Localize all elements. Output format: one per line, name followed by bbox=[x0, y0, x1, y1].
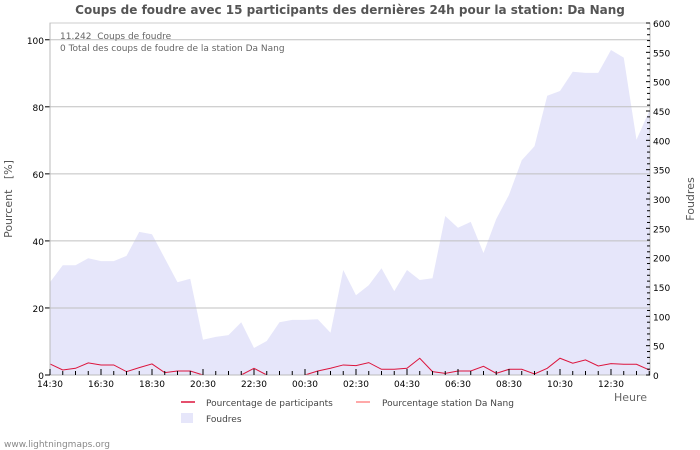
foudres-area bbox=[50, 49, 650, 376]
y-right-tick-label: 100 bbox=[653, 313, 670, 323]
x-tick-label: 16:30 bbox=[88, 380, 114, 390]
y-axis-left-label: Pourcent [%] bbox=[2, 160, 15, 238]
x-tick-label: 06:30 bbox=[445, 380, 471, 390]
y-right-tick-label: 550 bbox=[653, 49, 670, 59]
y-right-tick-label: 200 bbox=[653, 255, 670, 265]
y-right-tick-label: 0 bbox=[653, 372, 659, 382]
chart-title: Coups de foudre avec 15 participants des… bbox=[75, 3, 625, 17]
x-tick-label: 18:30 bbox=[139, 380, 165, 390]
x-tick-label: 22:30 bbox=[241, 380, 267, 390]
x-tick-label: 14:30 bbox=[37, 380, 63, 390]
info-strikes: 11.242 Coups de foudre bbox=[60, 32, 172, 42]
y-right-tick-label: 600 bbox=[653, 20, 670, 30]
legend: Pourcentage de participants Pourcentage … bbox=[181, 399, 514, 425]
y-right-tick-label: 450 bbox=[653, 108, 670, 118]
legend-foudres: Foudres bbox=[206, 415, 242, 425]
y-left-tick-label: 40 bbox=[33, 238, 45, 248]
y-right-tick-label: 500 bbox=[653, 79, 670, 89]
y-right-tick-label: 150 bbox=[653, 284, 670, 294]
y-right-tick-label: 300 bbox=[653, 196, 670, 206]
y-right-tick-label: 250 bbox=[653, 225, 670, 235]
x-tick-label: 20:30 bbox=[190, 380, 216, 390]
legend-foudres-swatch bbox=[181, 413, 193, 423]
footer-link[interactable]: www.lightningmaps.org bbox=[4, 440, 110, 450]
x-tick-label: 08:30 bbox=[496, 380, 522, 390]
x-tick-label: 02:30 bbox=[343, 380, 369, 390]
legend-station: Pourcentage station Da Nang bbox=[382, 399, 514, 409]
legend-participants: Pourcentage de participants bbox=[206, 399, 333, 409]
x-tick-label: 04:30 bbox=[394, 380, 420, 390]
y-left-tick-label: 20 bbox=[33, 305, 45, 315]
x-axis-label: Heure bbox=[614, 391, 647, 404]
y-left-tick-label: 0 bbox=[38, 372, 44, 382]
y-left-tick-label: 80 bbox=[33, 104, 45, 114]
x-tick-label: 00:30 bbox=[292, 380, 318, 390]
participants-line bbox=[49, 357, 650, 376]
y-right-tick-label: 350 bbox=[653, 167, 670, 177]
y-axis-right-label: Foudres bbox=[684, 177, 697, 221]
y-left-tick-label: 100 bbox=[27, 37, 44, 47]
y-right-tick-label: 400 bbox=[653, 137, 670, 147]
info-station-total: 0 Total des coups de foudre de la statio… bbox=[60, 44, 285, 54]
x-tick-label: 12:30 bbox=[598, 380, 624, 390]
y-right-tick-label: 50 bbox=[653, 343, 665, 353]
y-left-tick-label: 60 bbox=[33, 171, 45, 181]
x-tick-label: 10:30 bbox=[547, 380, 573, 390]
